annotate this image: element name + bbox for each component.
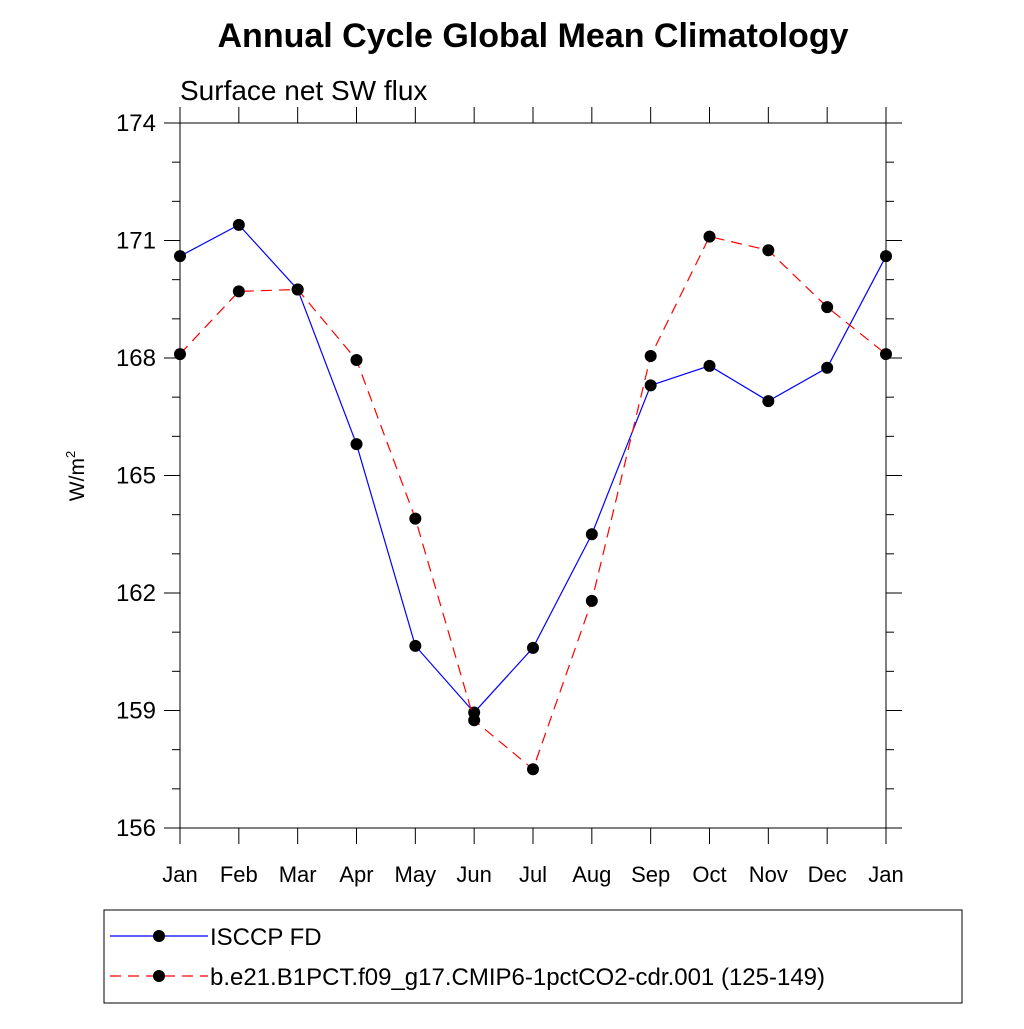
y-tick-label: 174 bbox=[116, 110, 156, 137]
series-1 bbox=[174, 218, 892, 719]
legend-entry-1: ISCCP FD bbox=[110, 924, 322, 951]
x-tick-label: Jan bbox=[162, 862, 197, 887]
series-point bbox=[821, 301, 834, 314]
series-point bbox=[762, 244, 775, 257]
series-point bbox=[409, 512, 422, 525]
x-tick-label: Apr bbox=[339, 862, 373, 887]
series-layer bbox=[174, 218, 892, 776]
chart-title: Annual Cycle Global Mean Climatology bbox=[218, 17, 849, 55]
series-point bbox=[880, 250, 892, 263]
x-tick-label: May bbox=[395, 862, 437, 887]
series-point bbox=[644, 350, 657, 363]
series-line bbox=[179, 235, 887, 771]
series-line bbox=[179, 224, 887, 714]
series-point bbox=[821, 361, 834, 374]
y-tick-label: 168 bbox=[116, 345, 156, 372]
series-point bbox=[232, 218, 245, 231]
series-point bbox=[232, 285, 245, 298]
series-point bbox=[644, 379, 657, 392]
series-point bbox=[527, 763, 539, 776]
legend-label: ISCCP FD bbox=[210, 924, 322, 951]
series-point bbox=[880, 348, 892, 361]
x-tick-label: Jun bbox=[456, 862, 491, 887]
x-tick-label: Mar bbox=[279, 862, 317, 887]
series-point bbox=[174, 348, 186, 361]
y-tick-label: 159 bbox=[116, 698, 156, 725]
x-tick-label: Nov bbox=[749, 862, 788, 887]
series-point bbox=[291, 283, 304, 296]
series-point bbox=[350, 353, 363, 366]
legend-marker bbox=[153, 970, 165, 982]
plot-frame bbox=[179, 122, 887, 829]
x-tick-label: Sep bbox=[631, 862, 670, 887]
x-tick-label: Aug bbox=[572, 862, 611, 887]
series-point bbox=[762, 395, 775, 408]
x-tick-label: Oct bbox=[692, 862, 726, 887]
y-axis-label: W/m2 bbox=[63, 451, 89, 501]
x-tick-label: Jul bbox=[519, 862, 547, 887]
legend-marker bbox=[153, 930, 165, 942]
y-tick-label: 165 bbox=[116, 463, 156, 490]
y-tick-label: 171 bbox=[116, 228, 156, 255]
y-axis-label-superscript: 2 bbox=[63, 451, 78, 458]
series-point bbox=[409, 639, 422, 652]
series-point bbox=[527, 641, 539, 654]
series-2 bbox=[174, 230, 892, 776]
series-point bbox=[350, 438, 363, 451]
y-tick-label: 156 bbox=[116, 815, 156, 842]
legend-label: b.e21.B1PCT.f09_g17.CMIP6-1pctCO2-cdr.00… bbox=[210, 964, 825, 991]
series-point bbox=[585, 528, 598, 541]
x-tick-label: Dec bbox=[808, 862, 847, 887]
series-point bbox=[174, 250, 186, 263]
series-point bbox=[703, 359, 716, 372]
x-tick-label: Jan bbox=[868, 862, 903, 887]
y-axis-label-base: W/m bbox=[66, 458, 89, 501]
y-tick-label: 162 bbox=[116, 580, 156, 607]
axes: 156 159 162 165 168 171 174 Jan Feb Mar Apr May Jun J… bbox=[116, 107, 904, 887]
legend-box bbox=[103, 909, 963, 1004]
series-point bbox=[703, 230, 716, 243]
legend: ISCCP FD b.e21.B1PCT.f09_g17.CMIP6-1pctCO… bbox=[103, 909, 963, 1004]
svg-text:W/m2: W/m2 bbox=[63, 451, 89, 501]
series-point bbox=[585, 594, 598, 607]
legend-entry-2: b.e21.B1PCT.f09_g17.CMIP6-1pctCO2-cdr.00… bbox=[110, 964, 825, 991]
chart-subtitle: Surface net SW flux bbox=[180, 75, 427, 106]
x-tick-label: Feb bbox=[220, 862, 258, 887]
series-point bbox=[468, 714, 481, 727]
